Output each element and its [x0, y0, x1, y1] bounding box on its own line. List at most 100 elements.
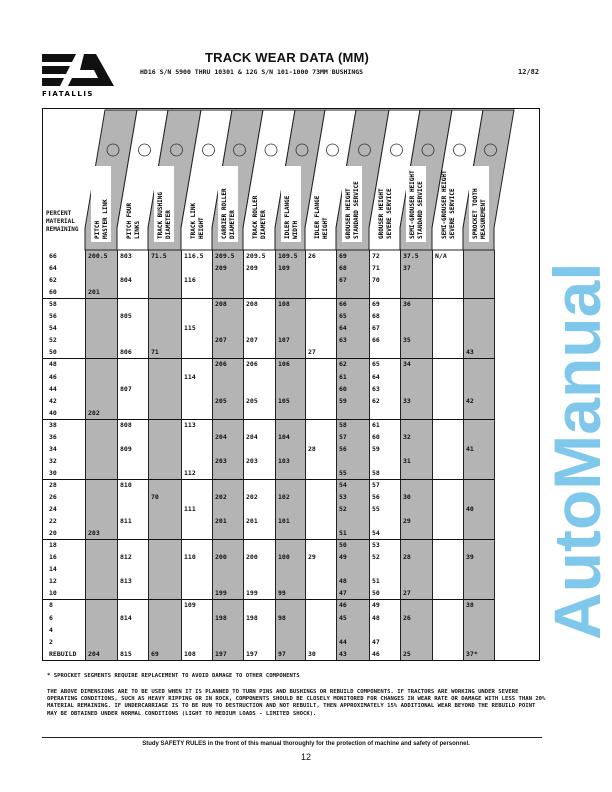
value-cell	[181, 624, 184, 636]
value-cell: 62	[372, 396, 380, 405]
value-cell	[117, 503, 120, 515]
value-cell: 807	[120, 384, 132, 393]
value-cell: 26	[308, 252, 316, 260]
value-cell	[85, 395, 88, 407]
value-cell	[148, 479, 151, 491]
value-cell	[463, 575, 466, 587]
value-cell	[305, 431, 308, 443]
value-cell	[243, 383, 246, 395]
value-cell	[117, 527, 120, 539]
column-header-label: GROUSER HEIGHT	[345, 188, 352, 239]
value-cell	[243, 419, 246, 431]
value-cell: 116.5	[184, 252, 204, 260]
value-cell	[400, 286, 403, 298]
value-cell	[148, 358, 151, 370]
value-cell	[243, 322, 246, 334]
value-cell	[400, 624, 403, 636]
value-cell: 67	[372, 324, 380, 333]
value-cell	[117, 599, 120, 611]
percent-cell: 64	[49, 264, 57, 273]
value-cell: 197	[246, 649, 258, 658]
value-cell: 197	[215, 649, 227, 658]
value-cell	[400, 539, 403, 551]
value-cell	[432, 407, 435, 419]
column-header-label: LINKS	[134, 221, 141, 239]
value-cell	[275, 636, 278, 648]
value-cell: 48	[372, 613, 380, 622]
value-cell	[463, 274, 466, 286]
value-cell: 61	[372, 420, 380, 429]
value-cell	[85, 503, 88, 515]
value-cell: 40	[466, 505, 474, 514]
value-cell	[85, 298, 88, 310]
value-cell: 209	[215, 264, 227, 273]
table-column	[369, 250, 401, 660]
value-cell	[148, 431, 151, 443]
value-cell	[463, 431, 466, 443]
column-header-label: GROUSER HEIGHT	[378, 188, 385, 239]
percent-cell: 28	[49, 480, 57, 489]
value-cell	[181, 310, 184, 322]
percent-cell: 34	[49, 444, 57, 453]
value-cell	[400, 479, 403, 491]
column-header-label: IDLER FLANGE	[284, 195, 291, 239]
value-cell	[463, 383, 466, 395]
value-cell	[369, 515, 372, 527]
value-cell: 64	[339, 324, 347, 333]
value-cell: 62	[339, 360, 347, 369]
value-cell	[181, 395, 184, 407]
percent-cell: 2	[49, 637, 53, 646]
value-cell	[432, 575, 435, 587]
value-cell: 116	[184, 276, 196, 285]
value-cell	[463, 334, 466, 346]
value-cell: 814	[120, 613, 132, 622]
value-cell	[463, 515, 466, 527]
value-cell: 54	[372, 529, 380, 538]
percent-cell: 36	[49, 432, 57, 441]
value-cell: 199	[246, 589, 258, 598]
value-cell	[181, 636, 184, 648]
value-cell	[181, 575, 184, 587]
value-cell: 44	[339, 637, 347, 646]
column-label-panel	[91, 166, 111, 242]
value-cell	[148, 395, 151, 407]
value-cell	[305, 395, 308, 407]
value-cell	[432, 563, 435, 575]
value-cell: 36	[403, 300, 411, 309]
value-cell: 200.5	[88, 252, 108, 260]
value-cell	[148, 262, 151, 274]
column-header-label: PITCH	[94, 221, 101, 239]
value-cell	[243, 636, 246, 648]
value-cell	[85, 262, 88, 274]
value-cell	[336, 407, 339, 419]
value-cell: 50	[339, 541, 347, 550]
value-cell	[148, 563, 151, 575]
percent-cell: 32	[49, 456, 57, 465]
value-cell: 30	[403, 493, 411, 501]
percent-cell: REBUILD	[49, 649, 77, 658]
value-cell: 45	[339, 613, 347, 622]
safety-notice: Study SAFETY RULES in the front of this …	[142, 741, 470, 747]
value-cell: 207	[215, 336, 227, 345]
component-illustration-icon	[233, 143, 246, 157]
value-cell	[432, 599, 435, 611]
component-illustration-icon	[453, 143, 466, 157]
value-cell: 51	[339, 529, 347, 538]
value-cell: 209.5	[246, 252, 266, 260]
value-cell: 108	[278, 300, 290, 309]
value-cell: 29	[308, 553, 316, 562]
value-cell: 25	[403, 649, 411, 658]
value-cell	[432, 262, 435, 274]
value-cell: 208	[246, 300, 258, 309]
value-cell	[432, 419, 435, 431]
value-cell	[212, 599, 215, 611]
value-cell	[243, 539, 246, 551]
value-cell	[305, 479, 308, 491]
value-cell: 202	[215, 493, 227, 501]
value-cell: 29	[403, 517, 411, 526]
percent-cell: 12	[49, 577, 57, 586]
value-cell	[336, 455, 339, 467]
value-cell	[463, 467, 466, 479]
value-cell: 198	[246, 613, 258, 622]
table-column	[181, 250, 213, 660]
